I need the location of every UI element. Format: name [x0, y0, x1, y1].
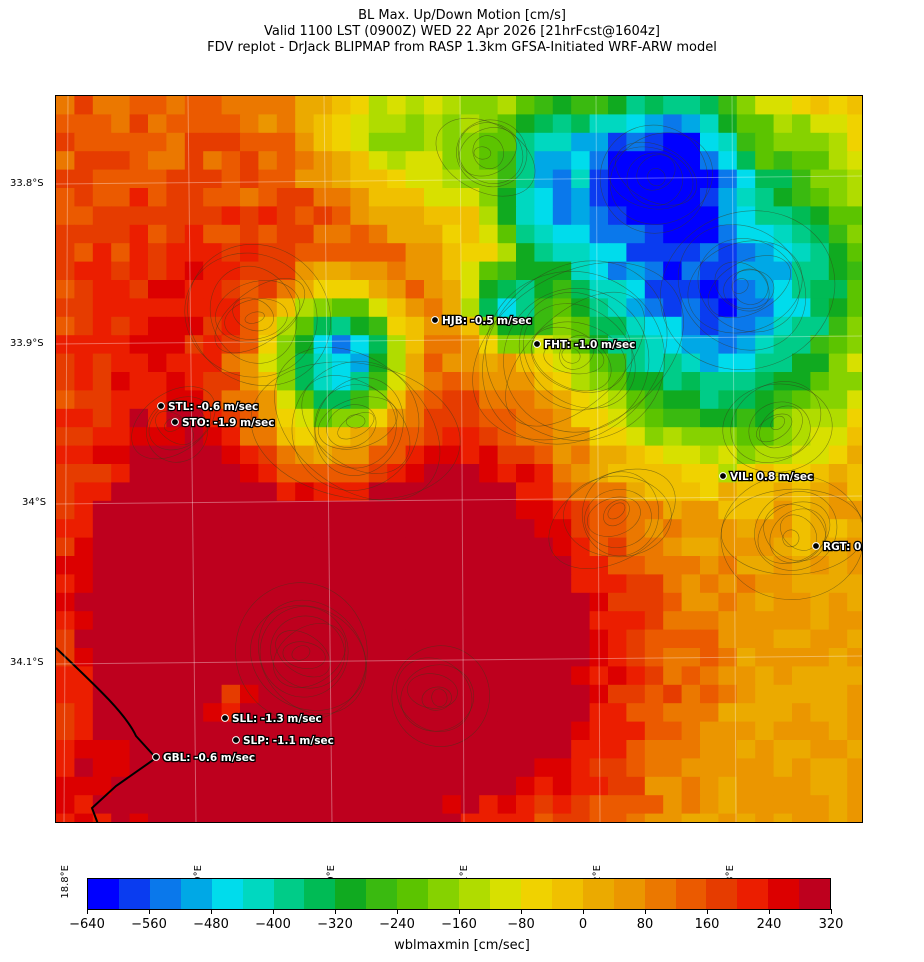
- colorbar-swatch: [799, 879, 831, 909]
- colorbar-tick-label: −560: [131, 917, 167, 932]
- lon-label: 18.9°E: [193, 831, 204, 899]
- colorbar-swatch: [211, 879, 243, 909]
- station-label-sll: SLL: -1.3 m/sec: [232, 713, 322, 725]
- station-markers: HJB: -0.5 m/sec FHT: -1.0 m/sec STL: -0.6 …: [152, 314, 863, 765]
- colorbar-swatch: [489, 879, 521, 909]
- colorbar-swatch: [366, 879, 398, 909]
- colorbar-swatch: [304, 879, 336, 909]
- station-label-hjb: HJB: -0.5 m/sec: [442, 315, 532, 327]
- colorbar-tick: [707, 909, 708, 914]
- colorbar-tick: [87, 909, 88, 914]
- colorbar: [87, 878, 831, 910]
- colorbar-swatch: [242, 879, 274, 909]
- colorbar-swatch: [551, 879, 583, 909]
- station-dot-hjb: [431, 316, 439, 324]
- chart-title-line1: BL Max. Up/Down Motion [cm/s]: [358, 8, 566, 23]
- colorbar-tick: [149, 909, 150, 914]
- chart-title-line3: FDV replot - DrJack BLIPMAP from RASP 1.…: [207, 40, 717, 55]
- lon-label: 19.3°E: [725, 831, 736, 899]
- lon-label: 18.8°E: [60, 865, 71, 899]
- map-canvas: HJB: -0.5 m/sec FHT: -1.0 m/sec STL: -0.6 …: [56, 96, 863, 822]
- colorbar-swatch: [273, 879, 305, 909]
- station-dot-stl: [157, 402, 165, 410]
- raster-cells: [56, 96, 862, 822]
- colorbar-tick: [831, 909, 832, 914]
- colorbar-tick-label: 320: [818, 917, 844, 932]
- station-dot-sto: [171, 418, 179, 426]
- colorbar-swatch: [582, 879, 614, 909]
- lat-label: 34.1°S: [10, 657, 44, 668]
- colorbar-swatch: [118, 879, 150, 909]
- colorbar-swatch: [88, 879, 119, 909]
- map-panel: HJB: -0.5 m/sec FHT: -1.0 m/sec STL: -0.6 …: [55, 95, 863, 823]
- colorbar-swatch: [149, 879, 181, 909]
- colorbar-tick: [397, 909, 398, 914]
- colorbar-swatch: [737, 879, 769, 909]
- colorbar-tick-label: −240: [379, 917, 415, 932]
- colorbar-tick: [583, 909, 584, 914]
- station-label-vil: VIL: 0.8 m/sec: [730, 471, 813, 483]
- colorbar-swatch: [459, 879, 490, 909]
- colorbar-title: wblmaxmin [cm/sec]: [394, 938, 530, 953]
- colorbar-tick: [769, 909, 770, 914]
- station-label-gbl: GBL: -0.6 m/sec: [163, 752, 255, 764]
- colorbar-tick-label: 160: [694, 917, 720, 932]
- colorbar-tick-label: −400: [255, 917, 291, 932]
- coastline: [56, 647, 158, 822]
- lon-label: 19°E: [326, 865, 337, 890]
- station-label-stl: STL: -0.6 m/sec: [168, 401, 258, 413]
- colorbar-swatch: [397, 879, 429, 909]
- colorbar-tick-label: −320: [317, 917, 353, 932]
- station-dot-fht: [533, 340, 541, 348]
- colorbar-swatch: [644, 879, 676, 909]
- colorbar-swatch: [768, 879, 800, 909]
- station-label-rgt: RGT: 0.3 m/sec: [823, 541, 863, 553]
- station-dot-sll: [221, 714, 229, 722]
- lat-label: 33.8°S: [10, 178, 44, 189]
- colorbar-tick: [211, 909, 212, 914]
- lat-label: 34°S: [22, 497, 47, 508]
- colorbar-tick-label: −80: [507, 917, 535, 932]
- colorbar-tick-label: −640: [69, 917, 105, 932]
- lon-label: 19.2°E: [592, 831, 603, 899]
- colorbar-swatch: [613, 879, 645, 909]
- colorbar-tick: [521, 909, 522, 914]
- station-dot-gbl: [152, 753, 160, 761]
- chart-title-line2: Valid 1100 LST (0900Z) WED 22 Apr 2026 […: [264, 24, 660, 39]
- station-label-fht: FHT: -1.0 m/sec: [544, 339, 635, 351]
- station-dot-vil: [719, 472, 727, 480]
- station-dot-slp: [232, 736, 240, 744]
- colorbar-swatch: [335, 879, 367, 909]
- colorbar-tick: [335, 909, 336, 914]
- colorbar-tick-label: −480: [193, 917, 229, 932]
- station-dot-rgt: [812, 542, 820, 550]
- colorbar-swatch: [180, 879, 212, 909]
- colorbar-tick: [273, 909, 274, 914]
- colorbar-tick-label: 80: [636, 917, 654, 932]
- colorbar-swatch: [428, 879, 460, 909]
- colorbar-swatch: [706, 879, 738, 909]
- station-label-slp: SLP: -1.1 m/sec: [243, 735, 334, 747]
- colorbar-tick-label: −160: [441, 917, 477, 932]
- lon-label: 19.1°E: [459, 831, 470, 899]
- colorbar-tick-label: 0: [578, 917, 588, 932]
- colorbar-tick: [645, 909, 646, 914]
- colorbar-swatch: [675, 879, 707, 909]
- colorbar-swatch: [520, 879, 552, 909]
- lat-label: 33.9°S: [10, 338, 44, 349]
- terrain-contours: [131, 117, 862, 747]
- colorbar-tick-label: 240: [756, 917, 782, 932]
- colorbar-tick: [459, 909, 460, 914]
- station-label-sto: STO: -1.9 m/sec: [182, 417, 275, 429]
